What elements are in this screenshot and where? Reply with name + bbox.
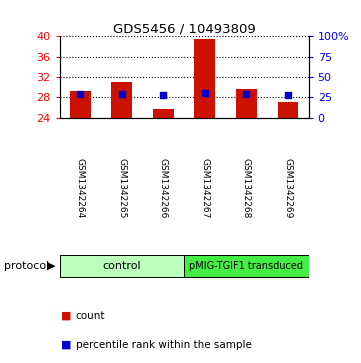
- Text: GSM1342267: GSM1342267: [200, 158, 209, 218]
- Point: [119, 91, 125, 97]
- Text: ▶: ▶: [47, 261, 56, 271]
- Point: [160, 92, 166, 98]
- Point: [243, 91, 249, 97]
- Text: ■: ■: [61, 311, 72, 321]
- Bar: [112, 82, 132, 118]
- Bar: [236, 89, 257, 118]
- Bar: [60, 255, 184, 277]
- Point: [202, 90, 208, 96]
- Text: pMIG-TGIF1 transduced: pMIG-TGIF1 transduced: [190, 261, 303, 271]
- Point: [77, 91, 83, 97]
- Bar: [70, 91, 91, 118]
- Bar: [153, 109, 174, 118]
- Text: count: count: [76, 311, 105, 321]
- Bar: [278, 102, 298, 118]
- Text: GSM1342268: GSM1342268: [242, 158, 251, 218]
- Text: GSM1342265: GSM1342265: [117, 158, 126, 218]
- Point: [285, 92, 291, 98]
- Bar: [184, 255, 309, 277]
- Text: protocol: protocol: [4, 261, 49, 271]
- Text: GSM1342266: GSM1342266: [159, 158, 168, 218]
- Text: GSM1342264: GSM1342264: [76, 158, 85, 218]
- Text: percentile rank within the sample: percentile rank within the sample: [76, 340, 252, 350]
- Title: GDS5456 / 10493809: GDS5456 / 10493809: [113, 22, 256, 35]
- Text: GSM1342269: GSM1342269: [283, 158, 292, 218]
- Bar: [195, 39, 215, 118]
- Text: control: control: [103, 261, 141, 271]
- Text: ■: ■: [61, 340, 72, 350]
